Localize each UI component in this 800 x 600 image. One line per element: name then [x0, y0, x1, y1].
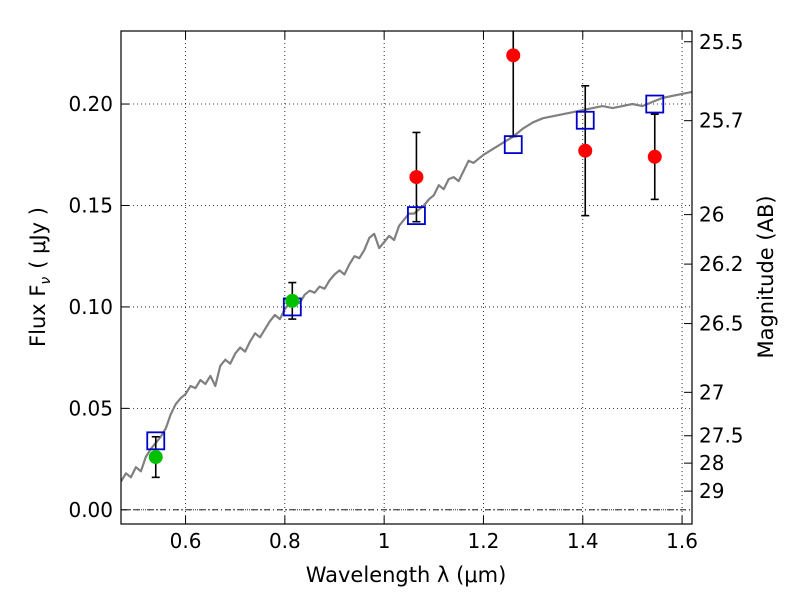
- observed-point: [285, 293, 300, 308]
- model-photometry-square: [146, 431, 166, 451]
- x-tick-label: 1.2: [468, 529, 500, 553]
- magnitude-tick-label: 28: [699, 451, 724, 475]
- magnitude-axis-title: Magnitude (AB): [754, 195, 778, 358]
- grid: [121, 31, 692, 524]
- x-tick-label: 0.6: [170, 529, 202, 553]
- y-axis-title: Flux Fν ( μJy ): [26, 207, 54, 347]
- y-tick-label: 0.05: [68, 396, 113, 420]
- y-tick-label: 0.20: [68, 92, 113, 116]
- model-photometry-square: [503, 135, 523, 155]
- x-tick-label: 1.6: [666, 529, 698, 553]
- y-tick-label: 0.10: [68, 295, 113, 319]
- y-axis-title-sub: ν: [38, 277, 54, 285]
- plot-background: [121, 31, 692, 524]
- magnitude-tick-label: 27.5: [699, 424, 744, 448]
- model-photometry-square: [645, 94, 665, 114]
- magnitude-tick-label: 26: [699, 203, 724, 227]
- magnitude-tick-label: 25.7: [699, 109, 744, 133]
- observed-point: [578, 143, 593, 158]
- y-tick-label: 0.00: [68, 498, 113, 522]
- model-photometry-square: [407, 206, 426, 226]
- data-layer: [121, 31, 692, 482]
- magnitude-tick-label: 27: [699, 380, 724, 404]
- observed-point: [506, 48, 521, 63]
- x-tick-label: 1: [378, 529, 391, 553]
- observed-point: [148, 450, 163, 465]
- magnitude-tick-label: 25.5: [699, 30, 744, 54]
- plot-frame: [120, 30, 693, 525]
- observed-point: [647, 149, 662, 164]
- magnitude-tick-label: 26.2: [699, 252, 744, 276]
- x-tick-label: 1.4: [567, 529, 599, 553]
- model-photometry-square: [575, 110, 595, 130]
- x-axis-title: Wavelength λ (μm): [306, 563, 507, 587]
- y-axis-title-main: Flux F: [26, 285, 50, 347]
- observed-point: [409, 170, 424, 185]
- y-tick-label: 0.15: [68, 193, 113, 217]
- magnitude-tick-label: 29: [699, 479, 724, 503]
- spectrum-line: [121, 90, 692, 482]
- magnitude-tick-label: 26.5: [699, 312, 744, 336]
- x-tick-label: 0.8: [269, 529, 301, 553]
- y-axis-title-unit: ( μJy ): [26, 207, 50, 269]
- ticks: 0.6 0.8 1 1.2 1.4 1.6 0.00 0.05 0.10 0.15 0.20 25.5…: [68, 30, 743, 553]
